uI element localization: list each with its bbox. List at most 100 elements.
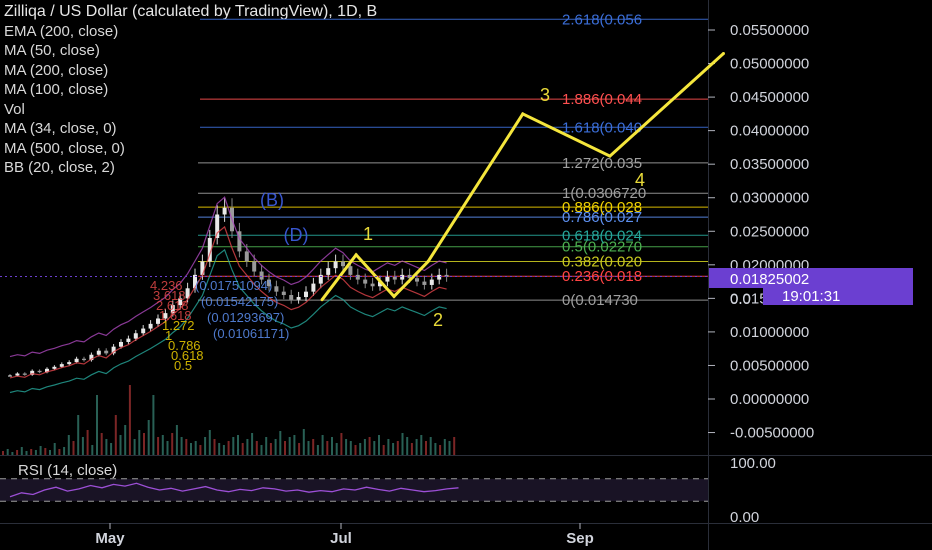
volume-bar [166,441,169,455]
fib-level-label: 0.382(0.020 [562,253,642,270]
wave-point [354,253,358,257]
volume-bar [378,435,380,455]
volume-bar [180,437,183,455]
indicator-ma-50[interactable]: MA (50, close) [4,42,100,59]
volume-bar [232,437,235,455]
candle-body [429,279,434,285]
candle-body [119,341,123,347]
indicator-ma-34[interactable]: MA (34, close, 0) [4,120,117,137]
wave-point [392,294,396,298]
volume-bar [453,437,456,455]
volume-bar [429,437,432,455]
partial-tick-label: 0.0 [730,291,751,308]
volume-bar [439,445,442,455]
indicator-ma-200[interactable]: MA (200, close) [4,61,109,79]
y-axis-tick-label: 0.05500000 [730,22,809,39]
candle-body [244,251,249,262]
candle-body [252,261,257,272]
candle-body [170,305,175,314]
indicator-ema-200[interactable]: EMA (200, close) [4,22,119,40]
candle-body [185,288,190,299]
chart-title[interactable]: Zilliqa / US Dollar (calculated by Tradi… [4,3,378,20]
wave-label: 4 [635,170,645,190]
y-axis-tick-label: -0.00500000 [730,425,814,442]
wave-label: (D) [284,225,309,245]
candle-body [311,283,316,292]
volume-bar [284,441,286,455]
volume-bar [114,415,117,455]
volume-bar [392,443,395,455]
volume-bar [34,450,37,455]
volume-bar [298,443,301,455]
y-axis-tick-label: 0.04000000 [730,123,809,140]
left-fib-label: 1.272 [162,318,195,333]
volume-bar [331,437,333,455]
candle-body [444,274,449,277]
candle-body [148,323,153,329]
rsi-title[interactable]: RSI (14, close) [18,462,118,479]
volume-bar [128,385,131,455]
volume-bar [335,443,338,455]
indicator-bb-20[interactable]: BB (20, close, 2) [4,159,115,176]
y-axis-tick-label: 0.02500000 [730,223,809,240]
candle-body [274,286,279,292]
wave-projection-line [320,52,725,301]
volume-bar [415,439,418,455]
volume-bar [161,435,164,455]
volume-bar [227,441,230,455]
candle-body [89,354,94,361]
x-axis-tick-label: May [95,530,125,547]
fib-level-label: 0(0.014730 [562,292,638,309]
candle-body [348,266,353,275]
last-price-badge [709,268,913,288]
indicator-ma-500[interactable]: MA (500, close, 0) [4,139,125,157]
wave-label: (B) [260,190,284,210]
volume-bar [293,435,296,455]
volume-bar [25,451,28,455]
wave-label: 1 [363,224,373,244]
volume-bar [251,433,254,455]
candle-body [341,261,345,267]
volume-bar [185,439,188,455]
candle-body [400,274,405,280]
fib-level-label: 1.618(0.040 [562,119,642,136]
chart-legend: Zilliqa / US Dollar (calculated by Tradi… [4,2,377,178]
rsi-axis-label: 100.00 [730,455,776,472]
candle-body [415,278,419,282]
candle-body [304,291,308,298]
volume-bar [410,443,413,455]
left-fib-value-label: (0.01751094) [195,278,272,293]
volume-bar [208,430,211,455]
volume-bar [49,450,51,455]
volume-bar [6,449,9,455]
volume-bar [434,443,437,455]
left-fib-label: 1.618 [159,308,192,323]
fib-level-label: 1.886(0.044 [562,91,642,108]
volume-bar [279,431,282,455]
volume-bar [241,443,244,455]
fib-level-label: 0.236(0.018 [562,268,642,285]
candle-body [267,279,271,287]
candle-body [407,274,412,279]
volume-bar [138,430,141,455]
left-fib-label: 0.5 [174,358,192,373]
rsi-axis-label: 0.00 [730,509,759,526]
candle-body [237,231,242,252]
y-axis-tick-label: 0.05000000 [730,56,809,73]
left-fib-label: 3.618 [153,288,186,303]
candle-body [163,313,168,319]
volume-bar [86,430,89,455]
fib-level-label: 2.618(0.056 [562,11,642,28]
indicator-ma-100[interactable]: MA (100, close) [4,81,109,98]
candle-body [259,271,264,280]
candle-body [437,274,442,280]
candle-body [104,350,109,354]
volume-bar [194,441,197,455]
volume-bar [340,433,343,455]
wave-point [608,154,612,158]
indicator-vol[interactable]: Vol [4,100,25,118]
left-fib-label: 0.786 [168,338,201,353]
volume-bar [100,433,103,455]
countdown-label: 19:01:31 [782,288,840,305]
